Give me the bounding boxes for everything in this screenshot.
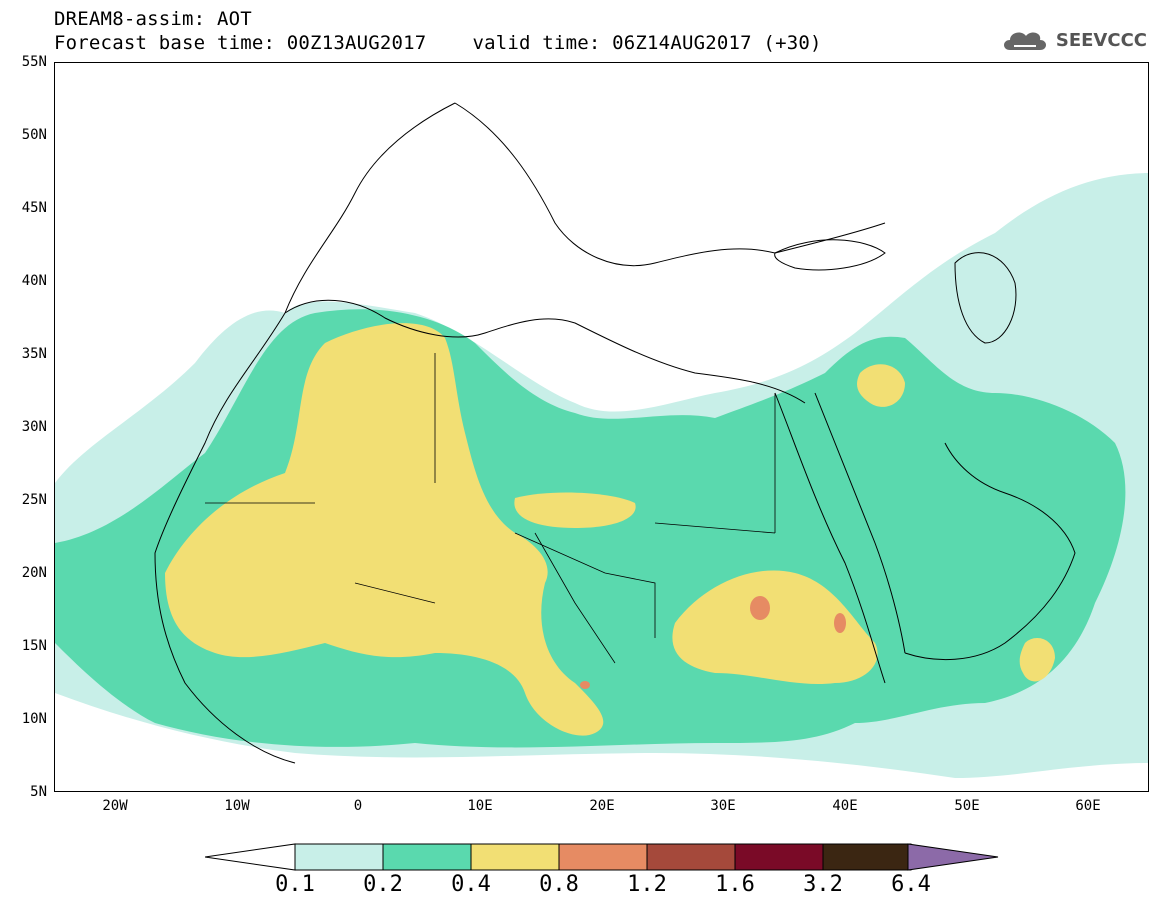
clear-area (475, 150, 862, 350)
colorbar-over-arrow (907, 843, 999, 871)
lon-label: 50E (954, 798, 980, 814)
coastline-africa-west (154, 312, 296, 764)
time-info: Forecast base time: 00Z13AUG2017 valid ti… (54, 32, 822, 54)
lat-label: 25N (21, 492, 47, 508)
lat-label: 30N (21, 419, 47, 435)
aot-band-0.4-iraq (857, 364, 905, 407)
colorbar-label: 0.2 (363, 872, 403, 897)
lon-label: 10W (224, 798, 250, 814)
lon-label: 10E (467, 798, 493, 814)
aot-spot-0.8-eritrea (834, 613, 846, 633)
colorbar-label: 0.8 (539, 872, 579, 897)
aot-spot-0.8-sudan (750, 596, 770, 620)
coastline-europe (284, 102, 886, 314)
aot-band-0.4-sudan (672, 570, 878, 685)
aot-map (54, 62, 1149, 792)
colorbar-box (294, 843, 384, 871)
colorbar-under-arrow (205, 843, 296, 871)
map-title: DREAM8-assim: AOT (54, 8, 252, 30)
lat-label: 35N (21, 346, 47, 362)
coastline-mediterranean (284, 299, 806, 404)
lon-label: 0 (353, 798, 363, 814)
base-time: Forecast base time: 00Z13AUG2017 (54, 32, 427, 54)
coastline-caspian (954, 252, 1017, 344)
colorbar-box (822, 843, 912, 871)
lon-label: 60E (1075, 798, 1101, 814)
country-borders (205, 353, 776, 664)
cloud-icon (1003, 32, 1046, 50)
colorbar-box (734, 843, 824, 871)
lat-label: 40N (21, 273, 47, 289)
seevccc-logo: SEEVCCC (1000, 26, 1147, 54)
lon-label: 30E (710, 798, 736, 814)
map-canvas (55, 102, 1148, 778)
colorbar-box (470, 843, 560, 871)
colorbar-label: 6.4 (891, 872, 931, 897)
colorbar-box (558, 843, 648, 871)
lat-label: 50N (21, 127, 47, 143)
logo-text: SEEVCCC (1055, 29, 1147, 51)
valid-time: valid time: 06Z14AUG2017 (+30) (472, 32, 822, 54)
colorbar-box (646, 843, 736, 871)
colorbar-label: 1.6 (715, 872, 755, 897)
aot-band-0.4-sahara (165, 323, 604, 736)
colorbar-label: 3.2 (803, 872, 843, 897)
lat-label: 10N (21, 711, 47, 727)
aot-band-0.4-oman (1019, 638, 1055, 682)
colorbar-box (382, 843, 472, 871)
lon-label: 20E (589, 798, 615, 814)
colorbar-label: 0.4 (451, 872, 491, 897)
lat-label: 20N (21, 565, 47, 581)
aot-spot-0.8-chad (580, 681, 590, 689)
coastline-black-sea (774, 239, 886, 271)
colorbar-label: 0.1 (275, 872, 315, 897)
lat-label: 45N (21, 200, 47, 216)
colorbar-label: 1.2 (627, 872, 667, 897)
aot-band-0.4-libya (514, 492, 636, 528)
lon-label: 40E (832, 798, 858, 814)
lat-label: 5N (30, 784, 47, 800)
coastline-red-sea (774, 392, 906, 684)
coastline-arabia (904, 442, 1076, 660)
lon-label: 20W (102, 798, 128, 814)
lat-label: 55N (21, 54, 47, 70)
lat-label: 15N (21, 638, 47, 654)
colorbar (205, 843, 999, 871)
